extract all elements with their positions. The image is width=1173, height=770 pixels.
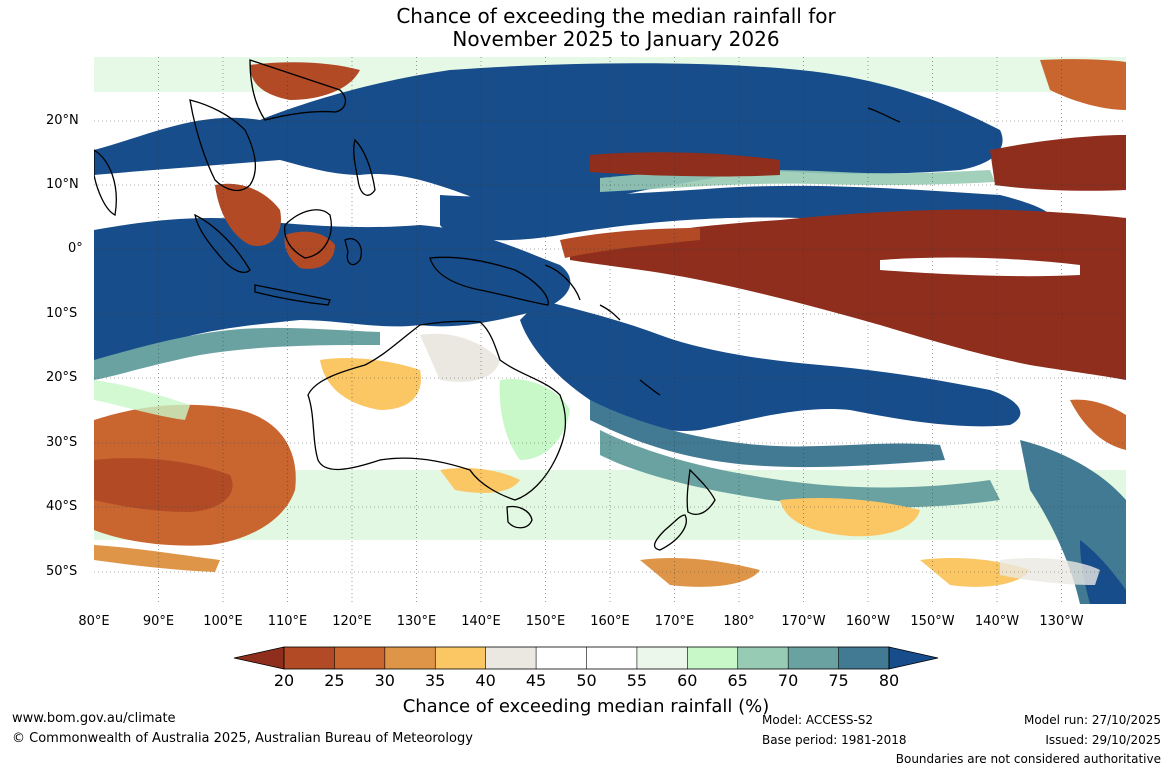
colorbar-tick: 40 — [475, 671, 496, 690]
new-guinea-coast — [429, 256, 549, 306]
lon-label-160w: 160°W — [845, 614, 891, 629]
colorbar-tick: 45 — [525, 671, 547, 690]
lon-label-140e: 140°E — [461, 614, 501, 629]
lat-label-20n: 20°N — [46, 113, 79, 128]
colorbar-tick: 25 — [324, 671, 345, 690]
lon-label-130e: 130°E — [396, 614, 437, 629]
borneo-coast — [284, 209, 332, 259]
copyright-text: © Commonwealth of Australia 2025, Austra… — [12, 731, 473, 746]
lon-label-120e: 120°E — [332, 614, 372, 629]
sulawesi-coast — [344, 238, 362, 266]
lat-label-20s: 20°S — [46, 370, 78, 385]
graticule — [94, 57, 1126, 604]
lat-label-30s: 30°S — [46, 435, 78, 450]
colorbar-tick: 60 — [677, 671, 698, 690]
colorbar-tick: 50 — [576, 671, 597, 690]
lon-label-170e: 170°E — [654, 614, 695, 629]
colorbar-tick: 75 — [828, 671, 849, 690]
colorbar-tick: 20 — [273, 671, 295, 690]
lat-label-10s: 10°S — [46, 306, 78, 321]
australia-coast — [307, 320, 567, 501]
indochina-coast — [189, 99, 257, 192]
lon-label-170w: 170°W — [781, 614, 826, 629]
map-title-line2: November 2025 to January 2026 — [452, 27, 780, 51]
lat-label-40s: 40°S — [46, 499, 78, 514]
spcz-wet-band — [520, 300, 1021, 431]
lon-label-150w: 150°W — [910, 614, 955, 629]
lat-label-10n: 10°N — [46, 177, 79, 192]
colorbar-tick: 30 — [374, 671, 395, 690]
tasmania-coast — [506, 505, 533, 529]
map-title-line1: Chance of exceeding the median rainfall … — [396, 4, 836, 28]
lon-label-80e: 80°E — [78, 614, 110, 629]
india-coast — [94, 149, 117, 216]
website-link[interactable]: www.bom.gov.au/climate — [12, 711, 176, 726]
boundary-disclaimer: Boundaries are not considered authoritat… — [895, 752, 1161, 766]
base-period: Base period: 1981-2018 — [762, 733, 907, 747]
maritime-continent-wet — [94, 218, 571, 360]
lon-label-140w: 140°W — [974, 614, 1020, 629]
model-name: Model: ACCESS-S2 — [762, 713, 874, 727]
colorbar-tick: 80 — [878, 671, 900, 690]
issued-date: Issued: 29/10/2025 — [1045, 733, 1161, 747]
lon-label-100e: 100°E — [203, 614, 243, 629]
java-coast — [254, 284, 331, 306]
lat-label-50s: 50°S — [46, 564, 78, 579]
sumatra-coast — [194, 213, 251, 273]
equatorial-dry-tongue — [570, 209, 1126, 380]
coastlines — [94, 59, 901, 551]
lon-label-90e: 90°E — [142, 614, 175, 629]
north-wet-band — [94, 63, 1003, 212]
lon-label-110e: 110°E — [267, 614, 308, 629]
new-zealand-north — [686, 468, 716, 515]
lon-label-180: 180° — [723, 614, 755, 629]
colorbar-tick: 70 — [777, 671, 799, 690]
colorbar-label: Chance of exceeding median rainfall (%) — [402, 696, 770, 717]
colorbar-tick: 65 — [727, 671, 748, 690]
colorbar-tick: 35 — [425, 671, 446, 690]
model-run-date: Model run: 27/10/2025 — [1023, 713, 1161, 727]
lon-label-150e: 150°E — [525, 614, 566, 629]
china-coast — [249, 59, 347, 121]
colorbar-tick: 55 — [626, 671, 648, 690]
lat-label-0: 0° — [68, 241, 83, 256]
new-zealand-south — [653, 514, 687, 551]
philippines-coast — [353, 138, 376, 196]
lon-label-130w: 130°W — [1039, 614, 1084, 629]
lon-label-160e: 160°E — [590, 614, 630, 629]
